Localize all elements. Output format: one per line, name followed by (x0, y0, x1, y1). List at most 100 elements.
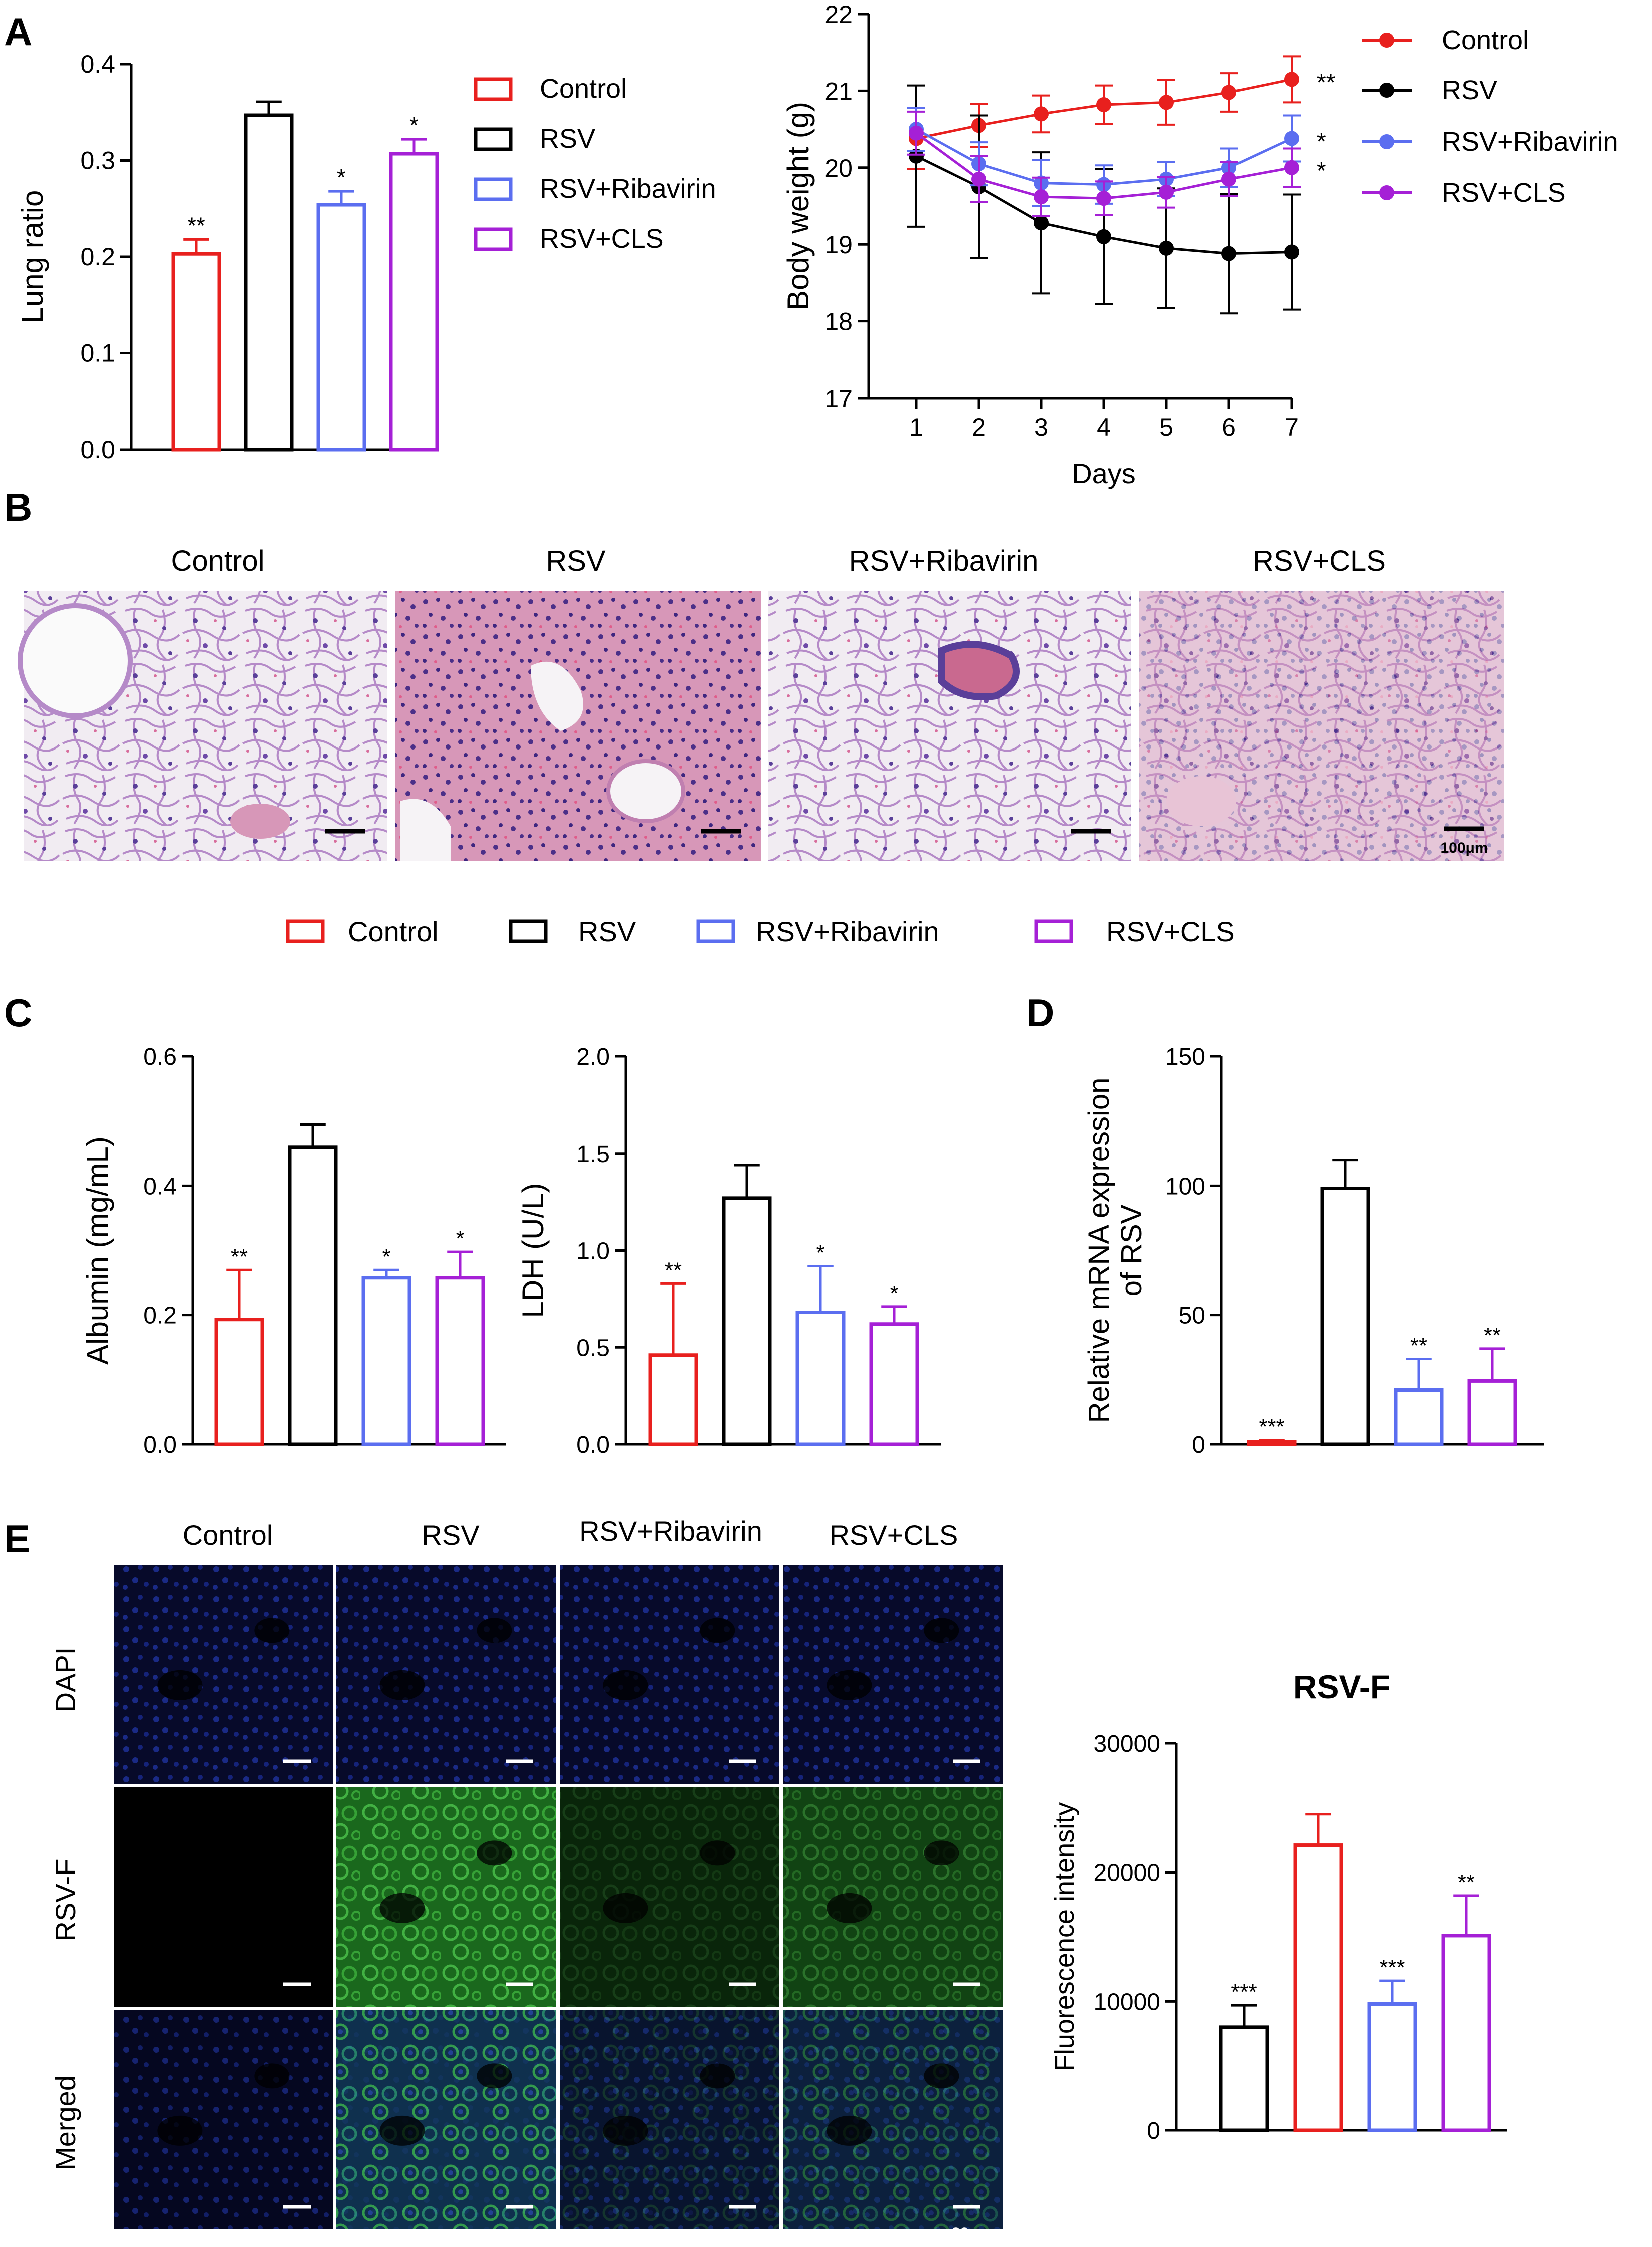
bar-rsv-ribavirin (361, 1276, 411, 1446)
data-point (909, 148, 924, 164)
histology-panel: Control RSV RSV+Ribavirin RSV+CLS 100μm (18, 545, 1504, 861)
middle-legend: Control RSV RSV+Ribavirin RSV+CLS (286, 916, 1235, 947)
airspace (379, 1670, 425, 1700)
legend-dot-rsv (1379, 83, 1394, 98)
significance-label: ** (1410, 1334, 1427, 1358)
x-tick-label: 3 (1034, 413, 1048, 441)
legend-label-rsv: RSV (540, 124, 595, 154)
data-point (1221, 85, 1236, 100)
y-tick-label: 30000 (1094, 1731, 1160, 1757)
y-tick-label: 100 (1165, 1173, 1205, 1200)
x-tick-label: 6 (1222, 413, 1236, 441)
bar-control (214, 1318, 264, 1446)
data-point (1034, 215, 1049, 231)
significance-label: ** (1317, 69, 1335, 96)
bar-control (1219, 2025, 1269, 2132)
legend-dot-ribavirin (1379, 134, 1394, 149)
if-col-title-cls: RSV+CLS (830, 1519, 958, 1551)
if-image-rsv-f-cls-signal (783, 1787, 1003, 2007)
legend-label-cls: RSV+CLS (540, 224, 664, 254)
significance-label: ** (1484, 1323, 1501, 1348)
y-tick-label: 10000 (1094, 1989, 1160, 2015)
airspace (603, 1670, 648, 1700)
if-image-dapi-control (114, 1565, 333, 1784)
y-axis-label: Albumin (mg/mL) (81, 1136, 114, 1365)
histology-title-cls: RSV+CLS (1253, 545, 1386, 577)
x-tick-label: 2 (972, 413, 986, 441)
if-image-merged-control (114, 2010, 333, 2229)
airspace (827, 1893, 872, 1923)
mid-legend-swatch-ribavirin (696, 919, 735, 943)
bar-rsv (1293, 1843, 1343, 2132)
if-row-title-dapi: DAPI (50, 1647, 81, 1713)
airspace (603, 2115, 648, 2146)
airspace (254, 1840, 290, 1866)
significance-label: * (890, 1281, 898, 1306)
airspace (157, 1670, 203, 1700)
mid-legend-swatch-cls (1034, 919, 1073, 943)
airspace (254, 2063, 290, 2089)
significance-label: *** (1379, 1955, 1405, 1980)
airspace (924, 1618, 959, 1643)
data-point (909, 125, 924, 141)
data-point (1034, 106, 1049, 122)
airspace (924, 2063, 959, 2089)
y-tick-label: 0.0 (576, 1432, 610, 1458)
weight-legend-cls: RSV+CLS (1442, 178, 1566, 208)
mid-legend-swatch-rsv (509, 919, 548, 943)
y-axis-label: LDH (U/L) (516, 1183, 550, 1318)
if-image-dapi-cls (783, 1565, 1003, 1784)
y-tick-label: 0 (1192, 1432, 1205, 1458)
y-axis-label: Body weight (g) (781, 102, 815, 310)
significance-label: ** (665, 1258, 682, 1282)
bar-rsv-cls (869, 1322, 919, 1446)
histology-scale-label: 100μm (1440, 840, 1488, 856)
data-point (1221, 171, 1236, 187)
y-tick-label: 0.4 (143, 1173, 177, 1200)
if-image-merged-cls-signal (783, 2010, 1003, 2229)
airspace (700, 1618, 735, 1643)
legend-swatch-rsv (474, 127, 513, 151)
airspace (379, 2115, 425, 2146)
data-point (1159, 184, 1174, 200)
airspace (700, 2063, 735, 2089)
data-point (1284, 72, 1299, 87)
bar-rsv (1320, 1187, 1370, 1446)
if-row-title-rsvf: RSV-F (50, 1859, 81, 1942)
if-row-title-merged: Merged (50, 2075, 81, 2170)
bar-rsv-ribavirin (795, 1311, 846, 1446)
significance-label: * (409, 112, 419, 138)
bar-control (171, 252, 221, 452)
y-tick-label: 0.1 (80, 339, 115, 367)
histology-title-ribavirin: RSV+Ribavirin (849, 545, 1039, 577)
airspace (477, 1840, 512, 1866)
airspace (157, 1893, 203, 1923)
data-point (1159, 95, 1174, 110)
legend-label-control: Control (540, 74, 627, 104)
lung-legend: Control RSV RSV+Ribavirin RSV+CLS (474, 74, 716, 254)
data-point (1159, 240, 1174, 256)
mid-legend-swatch-control (286, 919, 325, 943)
if-image-rsv-f-rsv-signal (336, 1787, 556, 2007)
y-tick-label: 22 (824, 1, 853, 29)
significance-label: * (1317, 129, 1326, 155)
y-tick-label: 18 (824, 308, 853, 336)
mid-legend-cls: RSV+CLS (1106, 916, 1235, 947)
if-image-merged-ribavirin-signal (560, 2010, 779, 2229)
weight-legend-control: Control (1442, 25, 1529, 55)
y-tick-label: 0.2 (143, 1303, 177, 1329)
bar-rsv-cls (1467, 1379, 1517, 1446)
bar-rsv-ribavirin (1394, 1388, 1444, 1446)
data-point (1096, 97, 1111, 113)
x-axis-label: Days (1072, 458, 1136, 489)
significance-label: * (382, 1244, 390, 1269)
bar-control (1247, 1440, 1297, 1446)
y-tick-label: 0.0 (143, 1432, 177, 1458)
x-tick-label: 4 (1097, 413, 1111, 441)
if-col-title-ribavirin: RSV+Ribavirin (579, 1515, 762, 1547)
bar-rsv-ribavirin (1367, 2002, 1417, 2132)
panel-letter-c: C (4, 991, 32, 1035)
if-col-title-rsv: RSV (422, 1519, 480, 1551)
